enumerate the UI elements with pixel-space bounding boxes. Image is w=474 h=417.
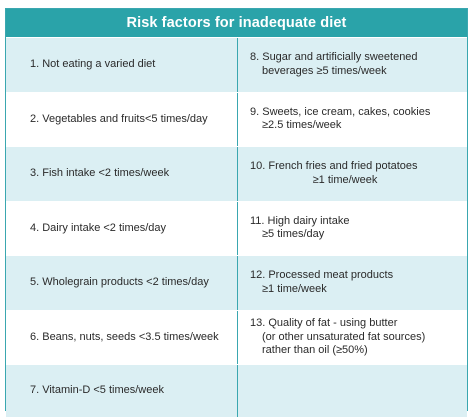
risk-factor-8-line-2: beverages ≥5 times/week [262, 64, 387, 77]
table-row: 2. Vegetables and fruits<5 times/day 9. … [6, 91, 467, 147]
table-row: 1. Not eating a varied diet 8. Sugar and… [6, 37, 467, 92]
table-row: 7. Vitamin-D <5 times/week [6, 364, 467, 417]
risk-factor-4: 4. Dairy intake <2 times/day [6, 201, 238, 255]
risk-factor-9-line-2: ≥2.5 times/week [262, 119, 342, 132]
table-row: 3. Fish intake <2 times/week 10. French … [6, 146, 467, 201]
risk-factor-1: 1. Not eating a varied diet [6, 38, 238, 92]
risk-factor-12-line-2: ≥1 time/week [262, 282, 327, 295]
risk-factors-table: Risk factors for inadequate diet 1. Not … [5, 8, 468, 417]
risk-factor-10: 10. French fries and fried potatoes ≥1 t… [238, 147, 467, 201]
risk-factor-9: 9. Sweets, ice cream, cakes, cookies ≥2.… [238, 93, 467, 147]
risk-factor-8: 8. Sugar and artificially sweetened beve… [238, 38, 467, 92]
risk-factor-10-line-2: ≥1 time/week [312, 173, 378, 186]
risk-factor-13: 13. Quality of fat - using butter (or ot… [238, 311, 467, 365]
risk-factor-12-line-1: 12. Processed meat products [250, 269, 394, 282]
risk-factor-7: 7. Vitamin-D <5 times/week [6, 365, 238, 417]
table-row: 6. Beans, nuts, seeds <3.5 times/week 13… [6, 309, 467, 365]
table-row: 5. Wholegrain products <2 times/day 12. … [6, 255, 467, 310]
risk-factor-6: 6. Beans, nuts, seeds <3.5 times/week [6, 310, 238, 364]
risk-factor-8-line-1: 8. Sugar and artificially sweetened [250, 51, 418, 64]
risk-factor-11: 11. High dairy intake ≥5 times/day [238, 202, 467, 256]
table-row: 4. Dairy intake <2 times/day 11. High da… [6, 200, 467, 256]
risk-factor-13-line-1: 13. Quality of fat - using butter [250, 317, 398, 329]
table-title: Risk factors for inadequate diet [6, 9, 467, 37]
risk-factor-11-line-1: 11. High dairy intake [250, 214, 350, 227]
risk-factor-12: 12. Processed meat products ≥1 time/week [238, 256, 467, 310]
risk-factor-9-line-1: 9. Sweets, ice cream, cakes, cookies [250, 105, 431, 118]
risk-factor-13-line-3: rather than oil (≥50%) [262, 344, 368, 356]
table-body: 1. Not eating a varied diet 8. Sugar and… [6, 37, 467, 417]
risk-factor-13-line-2: (or other unsaturated fat sources) [262, 330, 426, 343]
risk-factor-2: 2. Vegetables and fruits<5 times/day [6, 92, 238, 146]
risk-factor-10-line-1: 10. French fries and fried potatoes [250, 160, 418, 173]
empty-cell [238, 365, 467, 417]
risk-factor-3: 3. Fish intake <2 times/week [6, 147, 238, 201]
risk-factor-11-line-2: ≥5 times/day [262, 228, 325, 241]
risk-factor-5: 5. Wholegrain products <2 times/day [6, 256, 238, 310]
